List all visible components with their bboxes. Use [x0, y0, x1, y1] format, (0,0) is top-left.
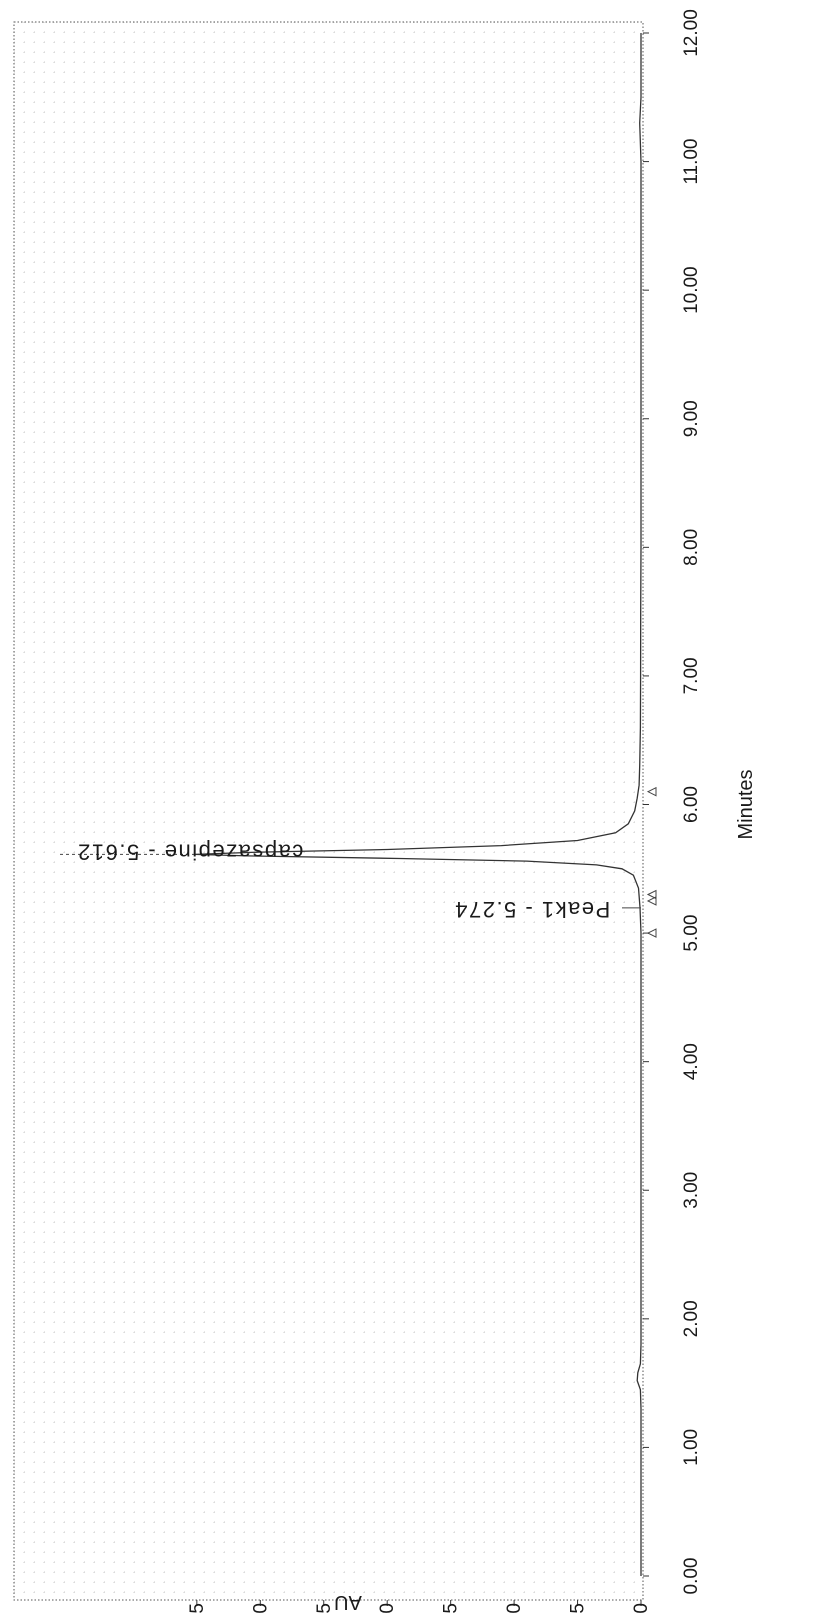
x-tick-label: 3.00 [681, 1172, 702, 1209]
y-tick-label: 0.35 [187, 1603, 208, 1614]
y-axis-title: AU [334, 1591, 362, 1613]
x-tick-label: 11.00 [681, 139, 702, 185]
peak-label-capsazepine: capsazepine - 5.612 [77, 839, 304, 864]
integration-marker [646, 889, 657, 900]
x-tick-label: 8.00 [681, 529, 702, 566]
y-tick-label: 0.15 [441, 1603, 462, 1614]
y-tick-label: 0.10 [504, 1603, 525, 1614]
x-tick-label: 5.00 [681, 915, 702, 952]
x-tick-label: 10.00 [681, 266, 702, 314]
chromatogram-trace [194, 33, 642, 1576]
x-tick-label: 1.00 [681, 1429, 702, 1466]
x-tick-label: 12.00 [681, 9, 702, 57]
x-tick-label: 7.00 [681, 657, 702, 694]
x-axis-title: Minutes [735, 769, 757, 839]
peak-label-peak1: Peak1 - 5.274 [454, 897, 610, 922]
integration-marker [646, 896, 657, 906]
label-layer: Minutes AU capsazepine - 5.612 Peak1 - 5.27… [77, 769, 757, 1613]
y-tick-label: 0.30 [250, 1603, 271, 1614]
y-tick-label: 0.20 [377, 1603, 398, 1614]
x-tick-label: 4.00 [681, 1043, 702, 1080]
y-tick-label: 0.00 [631, 1603, 652, 1614]
integration-marker [646, 928, 657, 938]
integration-marker [646, 786, 657, 797]
plot-frame [13, 21, 644, 1601]
x-tick-label: 0.00 [681, 1558, 702, 1595]
x-tick-label: 2.00 [681, 1300, 702, 1337]
y-tick-label: 0.05 [568, 1603, 589, 1614]
trace-layer [60, 33, 642, 1576]
y-tick-label: 0.25 [314, 1603, 335, 1614]
marker-layer [646, 786, 657, 938]
x-tick-label: 6.00 [681, 786, 702, 823]
x-tick-label: 9.00 [681, 400, 702, 437]
